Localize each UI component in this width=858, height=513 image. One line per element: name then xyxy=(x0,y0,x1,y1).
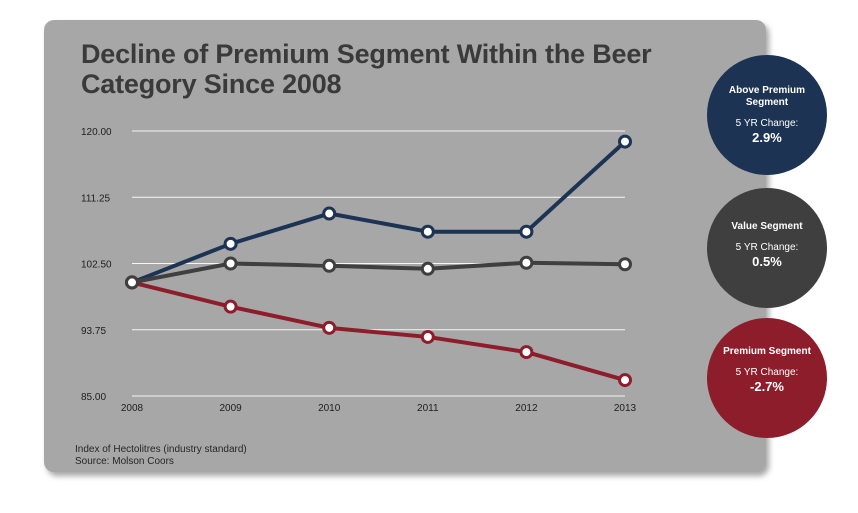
data-point xyxy=(322,320,337,335)
badge-change-value: -2.7% xyxy=(750,379,784,394)
x-tick-label: 2008 xyxy=(121,403,144,414)
y-tick-label: 120.00 xyxy=(81,127,112,138)
data-point xyxy=(618,373,632,388)
series-line xyxy=(130,280,627,383)
data-point xyxy=(519,224,534,239)
footnote-source: Source: Molson Coors xyxy=(75,456,174,467)
data-point xyxy=(223,299,238,314)
footnote-index-note: Index of Hectolitres (industry standard) xyxy=(75,444,247,455)
data-point xyxy=(519,345,534,360)
badge-change-label: 5 YR Change: xyxy=(735,118,799,129)
x-tick-label: 2011 xyxy=(417,403,439,414)
badge-name: Value Segment xyxy=(731,221,803,232)
badge-value: Value Segment 5 YR Change: 0.5% xyxy=(707,188,827,308)
footnote: Index of Hectolitres (industry standard)… xyxy=(75,444,247,468)
y-tick-label: 111.25 xyxy=(81,193,111,204)
badge-name: Premium Segment xyxy=(723,346,811,357)
badge-change-value: 0.5% xyxy=(752,254,782,269)
x-tick-label: 2012 xyxy=(515,403,538,414)
badge-change-label: 5 YR Change: xyxy=(735,242,799,253)
x-tick-label: 2010 xyxy=(318,403,341,414)
data-point xyxy=(223,236,238,251)
badge-above-premium: Above Premium Segment 5 YR Change: 2.9% xyxy=(707,55,827,175)
data-point xyxy=(420,224,435,239)
y-tick-label: 93.75 xyxy=(81,326,106,337)
y-tick-label: 85.00 xyxy=(81,392,106,403)
data-point xyxy=(420,261,435,276)
badge-name: Above Premium Segment xyxy=(728,85,806,108)
data-point xyxy=(618,257,632,272)
x-tick-label: 2009 xyxy=(219,403,242,414)
data-point xyxy=(322,258,337,273)
series-line xyxy=(130,260,627,285)
badge-premium: Premium Segment 5 YR Change: -2.7% xyxy=(707,318,827,438)
data-point xyxy=(519,255,534,270)
badge-change-value: 2.9% xyxy=(752,130,782,145)
data-point xyxy=(125,275,139,290)
series-line xyxy=(130,139,627,285)
badge-change-label: 5 YR Change: xyxy=(735,367,799,378)
data-point xyxy=(618,134,632,149)
data-point xyxy=(322,206,337,221)
data-point xyxy=(420,329,435,344)
y-tick-label: 102.50 xyxy=(81,260,112,271)
chart-panel xyxy=(44,20,766,472)
chart-title: Decline of Premium Segment Within the Be… xyxy=(81,39,652,99)
data-point xyxy=(223,256,238,271)
x-tick-label: 2013 xyxy=(614,403,637,414)
